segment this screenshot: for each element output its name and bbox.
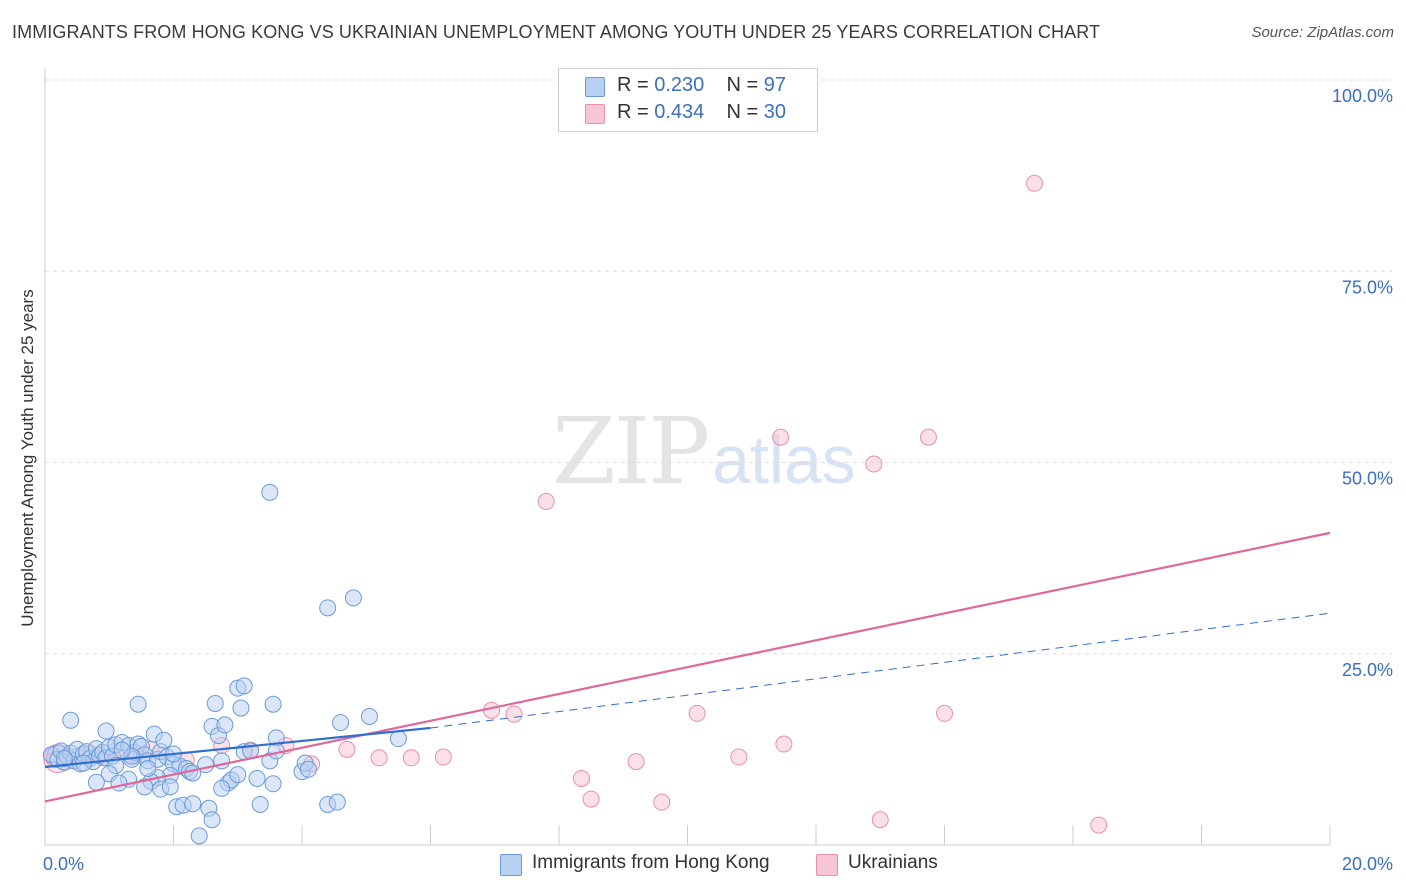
data-point-ukrainians: [919, 428, 937, 446]
watermark: ZIPatlas: [552, 398, 856, 505]
data-point-ukrainians: [775, 735, 793, 753]
data-point-hong-kong: [184, 795, 202, 813]
legend-r-value: 0.230: [654, 74, 705, 96]
trend-line-ukrainians: [44, 531, 1331, 803]
data-point-hong-kong: [62, 711, 80, 729]
y-axis-label: Unemployment Among Youth under 25 years: [18, 289, 37, 626]
data-point-ukrainians: [730, 748, 748, 766]
data-point-ukrainians: [772, 428, 790, 446]
data-point-hong-kong: [344, 589, 362, 607]
legend-n-value: 97: [763, 74, 787, 96]
data-point-hong-kong: [213, 779, 231, 797]
legend-n-label: N =: [726, 101, 764, 123]
data-point-ukrainians: [1090, 816, 1108, 834]
x-tick-label-min: 0.0%: [43, 854, 84, 874]
data-point-ukrainians: [434, 748, 452, 766]
data-point-hong-kong: [161, 778, 179, 796]
data-point-hong-kong: [251, 795, 269, 813]
data-point-hong-kong: [299, 760, 317, 778]
data-point-ukrainians: [653, 793, 671, 811]
trend-line-hong-kong: [44, 726, 431, 769]
data-point-hong-kong: [87, 773, 105, 791]
data-point-hong-kong: [229, 766, 247, 784]
data-point-hong-kong: [113, 741, 131, 759]
data-point-hong-kong: [332, 714, 350, 732]
data-point-ukrainians: [402, 749, 420, 767]
data-point-ukrainians: [537, 493, 555, 511]
data-point-ukrainians: [582, 790, 600, 808]
label-layer: 25.0% 50.0% 75.0% 100.0% 0.0% 20.0% Unemployme…: [18, 86, 1393, 874]
data-point-hong-kong: [328, 793, 346, 811]
data-point-ukrainians: [865, 455, 883, 473]
data-point-hong-kong: [190, 827, 208, 845]
legend-r-label: R =: [617, 101, 655, 123]
data-point-hong-kong: [216, 716, 234, 734]
data-point-ukrainians: [627, 753, 645, 771]
data-point-ukrainians: [936, 704, 953, 722]
legend-swatch-blue: [585, 77, 605, 97]
y-tick-label: 25.0%: [1342, 660, 1393, 680]
legend-text-hong-kong: R = 0.230 N = 97: [617, 74, 786, 97]
legend-n-value: 30: [763, 101, 787, 123]
grid-layer: [45, 79, 1392, 655]
bottom-legend-label-hong-kong: Immigrants from Hong Kong: [532, 852, 770, 873]
data-point-ukrainians: [370, 749, 388, 767]
data-point-hong-kong: [360, 707, 378, 725]
data-point-ukrainians: [871, 811, 889, 829]
bottom-legend-swatch-pink: [816, 854, 838, 876]
trend-line-hong-kong-extrapolated: [430, 612, 1331, 729]
data-point-hong-kong: [184, 764, 202, 782]
data-point-hong-kong: [55, 750, 73, 768]
x-tick-label-max: 20.0%: [1342, 854, 1393, 874]
data-point-hong-kong: [110, 774, 128, 792]
points-layer: [42, 174, 1108, 845]
y-tick-label: 50.0%: [1342, 469, 1393, 489]
data-point-ukrainians: [688, 704, 706, 722]
data-point-ukrainians: [1025, 174, 1043, 192]
data-point-hong-kong: [97, 722, 115, 740]
correlation-legend: R = 0.230 N = 97 R = 0.434 N = 30: [558, 68, 818, 132]
y-tick-label: 100.0%: [1332, 86, 1393, 106]
source-credit: Source: ZipAtlas.com: [1251, 24, 1394, 41]
watermark-zip: ZIP: [552, 398, 710, 505]
data-point-ukrainians: [572, 769, 590, 787]
legend-swatch-pink: [585, 104, 605, 124]
data-point-hong-kong: [139, 760, 157, 777]
legend-r-value: 0.434: [654, 101, 705, 123]
data-point-hong-kong: [264, 775, 282, 793]
data-point-hong-kong: [261, 483, 279, 501]
data-point-hong-kong: [248, 769, 266, 787]
y-tick-label: 75.0%: [1342, 277, 1393, 297]
data-point-hong-kong: [389, 730, 407, 748]
data-point-hong-kong: [203, 811, 221, 829]
data-point-hong-kong: [319, 599, 337, 617]
bottom-legend-swatch-blue: [500, 854, 522, 876]
data-point-hong-kong: [155, 731, 173, 749]
legend-text-ukrainians: R = 0.434 N = 30: [617, 101, 786, 124]
axis-layer: [44, 68, 1331, 846]
data-point-hong-kong: [232, 699, 250, 717]
chart-title: IMMIGRANTS FROM HONG KONG VS UKRAINIAN U…: [12, 22, 1101, 42]
trend-layer: [44, 531, 1331, 803]
data-point-ukrainians: [338, 740, 356, 758]
legend-r-label: R =: [617, 74, 655, 96]
data-point-hong-kong: [264, 695, 282, 713]
data-point-hong-kong: [129, 695, 147, 713]
bottom-legend-label-ukrainians: Ukrainians: [848, 852, 938, 873]
data-point-ukrainians: [505, 705, 523, 723]
legend-n-label: N =: [726, 74, 764, 96]
data-point-hong-kong: [206, 694, 224, 712]
data-point-hong-kong: [235, 677, 253, 695]
